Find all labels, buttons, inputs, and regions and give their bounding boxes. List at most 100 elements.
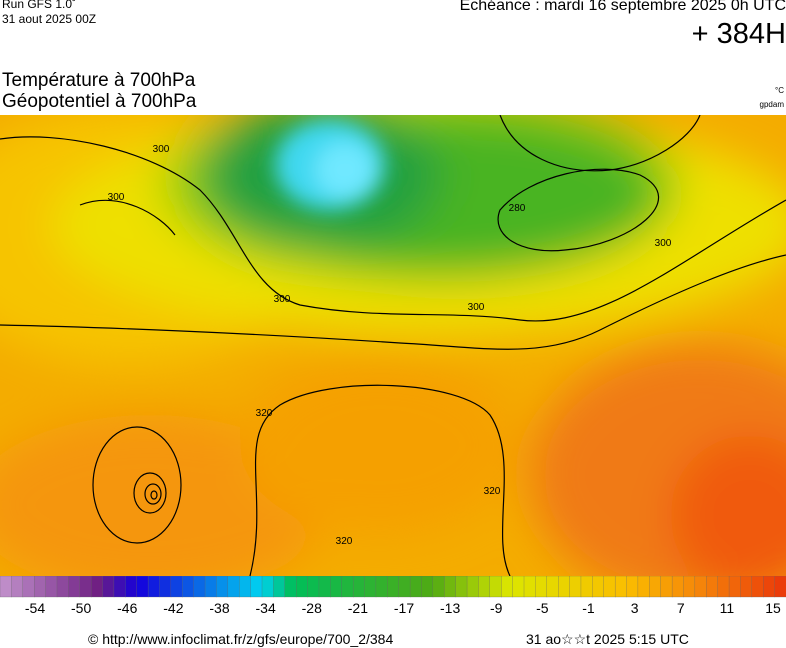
colorbar-label: -21 <box>348 600 368 616</box>
colorbar-swatch <box>398 576 411 598</box>
colorbar-swatch <box>569 576 582 598</box>
colorbar-swatch <box>352 576 365 598</box>
colorbar-swatch <box>307 576 320 598</box>
colorbar-swatch <box>740 576 753 598</box>
colorbar-swatch <box>671 576 684 598</box>
colorbar-swatch <box>717 576 730 598</box>
contour-label: 300 <box>274 294 291 305</box>
footer-time: 31 ao☆☆t 2025 5:15 UTC <box>526 631 689 647</box>
colorbar-swatch <box>614 576 627 598</box>
colorbar-swatch <box>728 576 741 598</box>
colorbar-swatch <box>512 576 525 598</box>
colorbar-swatch <box>273 576 286 598</box>
colorbar-swatch <box>466 576 479 598</box>
colorbar-swatch <box>79 576 92 598</box>
footer-source: © http://www.infoclimat.fr/z/gfs/europe/… <box>88 631 394 647</box>
colorbar-label: -5 <box>536 600 549 616</box>
colorbar-swatch <box>159 576 172 598</box>
colorbar-swatch <box>239 576 252 598</box>
colorbar-swatch <box>432 576 445 598</box>
colorbar-swatch <box>592 576 605 598</box>
colorbar-label: -28 <box>302 600 322 616</box>
colorbar-label: -9 <box>490 600 503 616</box>
colorbar: -54 -50 -46 -42 -38 -34 -28 -21 -17 -13 -9 -5 -1 3 7 11… <box>0 576 786 616</box>
contour-label: 320 <box>256 408 273 419</box>
colorbar-swatch <box>660 576 673 598</box>
colorbar-swatch <box>649 576 662 598</box>
colorbar-swatch <box>0 576 12 598</box>
colorbar-label: 7 <box>677 600 685 616</box>
colorbar-swatch <box>558 576 571 598</box>
colorbar-swatch <box>250 576 263 598</box>
contour-label: 300 <box>108 192 125 203</box>
run-label: Run GFS 1.0˚ <box>2 0 77 11</box>
colorbar-swatch <box>387 576 400 598</box>
colorbar-label: 11 <box>720 600 735 616</box>
colorbar-swatch <box>546 576 559 598</box>
colorbar-swatch <box>90 576 103 598</box>
colorbar-swatch <box>535 576 548 598</box>
colorbar-swatch <box>364 576 377 598</box>
colorbar-swatch <box>113 576 126 598</box>
colorbar-label: 3 <box>631 600 639 616</box>
colorbar-swatch <box>170 576 183 598</box>
colorbar-label: -50 <box>71 600 91 616</box>
colorbar-swatch <box>34 576 47 598</box>
colorbar-swatch <box>296 576 309 598</box>
colorbar-swatch <box>216 576 229 598</box>
colorbar-swatch <box>455 576 468 598</box>
colorbar-swatch <box>68 576 81 598</box>
colorbar-label: -17 <box>394 600 414 616</box>
colorbar-swatch <box>204 576 217 598</box>
colorbar-swatch <box>147 576 160 598</box>
colorbar-swatch <box>409 576 422 598</box>
colorbar-swatch <box>501 576 514 598</box>
colorbar-swatch <box>284 576 297 598</box>
valid-time: Echéance : mardi 16 septembre 2025 0h UT… <box>459 0 786 14</box>
colorbar-swatch <box>444 576 457 598</box>
colorbar-label: -1 <box>582 600 595 616</box>
map: 300 300 300 300 280 300 320 320 320 <box>0 115 786 576</box>
contour-label: 300 <box>468 302 485 313</box>
colorbar-swatch <box>637 576 650 598</box>
colorbar-swatch <box>421 576 434 598</box>
colorbar-swatch <box>56 576 69 598</box>
colorbar-swatch <box>523 576 536 598</box>
colorbar-swatch <box>330 576 343 598</box>
colorbar-label: 15 <box>765 600 781 616</box>
colorbar-label: -54 <box>25 600 45 616</box>
colorbar-swatch <box>694 576 707 598</box>
colorbar-label: -13 <box>440 600 460 616</box>
colorbar-swatch <box>22 576 35 598</box>
colorbar-swatch <box>227 576 240 598</box>
colorbar-swatch <box>626 576 639 598</box>
colorbar-swatch <box>102 576 115 598</box>
colorbar-swatch <box>774 576 786 598</box>
contour-label: 300 <box>153 144 170 155</box>
lead-time: + 384H <box>691 18 786 50</box>
colorbar-label: -38 <box>209 600 229 616</box>
contour-label: 320 <box>484 486 501 497</box>
colorbar-swatch <box>603 576 616 598</box>
cold-core <box>275 120 385 210</box>
title: Géopotentiel à 700hPa <box>2 91 197 112</box>
colorbar-swatch <box>136 576 149 598</box>
unit: gpdam <box>759 100 784 109</box>
colorbar-swatch <box>261 576 274 598</box>
colorbar-label: -42 <box>163 600 183 616</box>
contours <box>0 115 786 576</box>
unit: °C <box>775 86 784 95</box>
contour-label: 300 <box>655 238 672 249</box>
colorbar-swatch <box>478 576 491 598</box>
title: Température à 700hPa <box>2 70 196 91</box>
contour-label: 320 <box>336 536 353 547</box>
colorbar-swatch <box>125 576 138 598</box>
colorbar-swatch <box>193 576 206 598</box>
colorbar-swatch <box>489 576 502 598</box>
colorbar-swatch <box>751 576 764 598</box>
colorbar-swatch <box>706 576 719 598</box>
colorbar-swatch <box>683 576 696 598</box>
colorbar-swatch <box>763 576 776 598</box>
colorbar-swatch <box>580 576 593 598</box>
